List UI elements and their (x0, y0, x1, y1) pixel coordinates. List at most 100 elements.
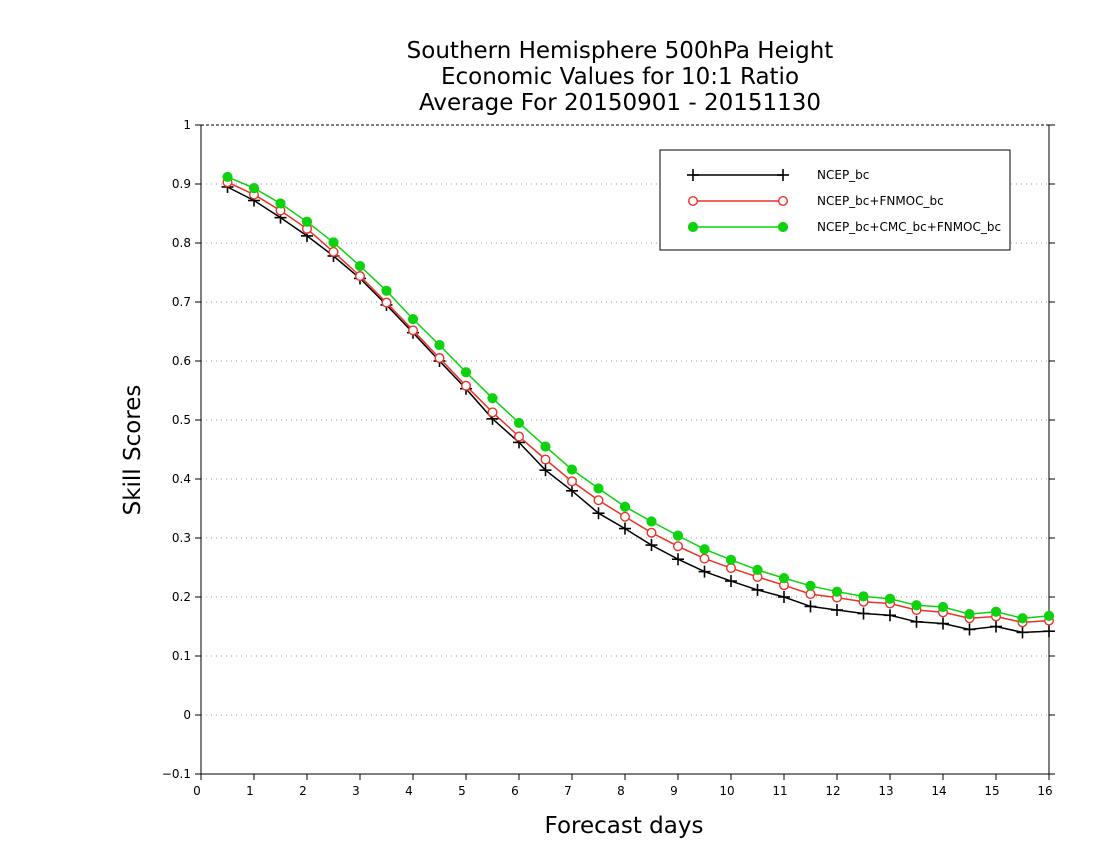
legend-box (659, 149, 1011, 251)
legend-entry: NCEP_bc+CMC_bc+FNMOC_bc (687, 220, 1001, 234)
y-tick-label: 0.3 (172, 531, 191, 545)
x-tick-label: 15 (984, 784, 999, 798)
y-tick-label: 0.8 (172, 236, 191, 250)
x-tick-label: 0 (193, 784, 201, 798)
open-circle-marker (567, 476, 578, 487)
filled-circle-marker (593, 483, 604, 494)
filled-circle-marker (619, 501, 631, 512)
plus-marker (751, 583, 764, 596)
y-tick-label: 0.4 (172, 472, 191, 486)
y-tick-label: 0.1 (172, 649, 191, 663)
plus-marker (725, 575, 737, 588)
filled-circle-marker (513, 417, 525, 429)
axes: −0.100.10.20.30.40.50.60.70.80.910 1 2 3 4 5 6… (162, 118, 1055, 798)
series-ncep-bc (221, 180, 1055, 639)
open-circle-marker (328, 246, 339, 257)
plus-marker (645, 539, 658, 552)
y-tick-label: 0 (183, 708, 191, 722)
x-tick-label: 14 (931, 784, 946, 798)
open-circle-marker (487, 407, 498, 418)
grid-lines (201, 183, 1049, 716)
open-circle-marker (646, 527, 657, 538)
plus-marker (539, 464, 552, 477)
filled-circle-marker (354, 260, 366, 272)
x-tick-label: 8 (617, 784, 625, 798)
legend: NCEP_bc NCEP_bc+FNMOC_bc NCEP_bc+CMC_bc+FN… (659, 149, 1011, 251)
legend-label: NCEP_bc (817, 168, 869, 182)
open-circle-marker (688, 195, 699, 206)
open-circle-marker (355, 271, 366, 282)
plus-marker (619, 522, 631, 535)
x-tick-label: 5 (458, 784, 466, 798)
filled-circle-marker (990, 606, 1002, 617)
plus-marker (687, 169, 699, 181)
filled-circle-marker (911, 600, 922, 611)
plus-marker (963, 623, 976, 636)
open-circle-marker (673, 541, 684, 552)
filled-circle-marker (381, 285, 392, 296)
filled-circle-marker (805, 580, 816, 591)
plus-marker (566, 484, 578, 497)
y-axis-label: Skill Scores (120, 385, 146, 516)
y-tick-label: 0.2 (172, 590, 191, 604)
x-tick-label: 3 (352, 784, 360, 798)
filled-circle-marker (646, 516, 657, 527)
plus-marker (777, 169, 789, 181)
open-circle-marker (514, 431, 525, 442)
legend-label: NCEP_bc+FNMOC_bc (817, 194, 944, 208)
data-series (221, 171, 1055, 639)
open-circle-marker (699, 553, 710, 564)
plus-marker (831, 603, 843, 616)
plus-marker (857, 607, 870, 620)
open-circle-marker (593, 495, 604, 506)
filled-circle-marker (460, 367, 472, 378)
filled-circle-marker (487, 393, 498, 404)
filled-circle-marker (222, 171, 233, 183)
open-circle-marker (461, 380, 472, 391)
filled-circle-marker (248, 183, 260, 194)
filled-circle-marker (687, 221, 699, 233)
filled-circle-marker (275, 198, 286, 209)
filled-circle-marker (725, 554, 737, 565)
chart-title: Southern Hemisphere 500hPa Height Econom… (407, 38, 834, 116)
series-line (227, 186, 1050, 634)
plus-marker (804, 600, 817, 613)
x-tick-label: 12 (825, 784, 840, 798)
y-tick-label: 1 (183, 118, 191, 132)
open-circle-marker (540, 454, 551, 465)
filled-circle-marker (672, 530, 684, 541)
x-tick-label: 2 (299, 784, 307, 798)
x-tick-label: 6 (511, 784, 519, 798)
x-tick-label: 11 (772, 784, 787, 798)
x-tick-label: 1 (246, 784, 254, 798)
x-tick-label: 9 (670, 784, 678, 798)
y-tick-label: 0.5 (172, 413, 191, 427)
filled-circle-marker (301, 216, 313, 227)
filled-circle-marker (540, 441, 551, 452)
filled-circle-marker (964, 609, 975, 620)
filled-circle-marker (434, 339, 445, 351)
plus-marker (1016, 626, 1029, 639)
plus-marker (990, 620, 1002, 633)
y-tick-label: 0.7 (172, 295, 191, 309)
x-axis-label: Forecast days (545, 813, 704, 839)
legend-label: NCEP_bc+CMC_bc+FNMOC_bc (817, 220, 1001, 234)
plus-marker (778, 591, 790, 603)
legend-entry: NCEP_bc+FNMOC_bc (688, 194, 944, 208)
plus-marker (884, 609, 896, 622)
filled-circle-marker (778, 573, 790, 584)
title-line-1: Southern Hemisphere 500hPa Height (407, 38, 834, 64)
x-tick-label: 7 (564, 784, 572, 798)
y-tick-label: 0.9 (172, 177, 191, 191)
plus-marker (937, 617, 949, 630)
filled-circle-marker (752, 564, 763, 575)
title-line-3: Average For 20150901 - 20151130 (419, 90, 821, 116)
filled-circle-marker (407, 314, 419, 325)
open-circle-marker (620, 511, 631, 522)
x-tick-label: 4 (405, 784, 413, 798)
filled-circle-marker (699, 544, 710, 555)
y-tick-label: 0.6 (172, 354, 191, 368)
open-circle-marker (408, 325, 419, 336)
filled-circle-marker (566, 464, 578, 475)
plus-marker (698, 565, 711, 578)
